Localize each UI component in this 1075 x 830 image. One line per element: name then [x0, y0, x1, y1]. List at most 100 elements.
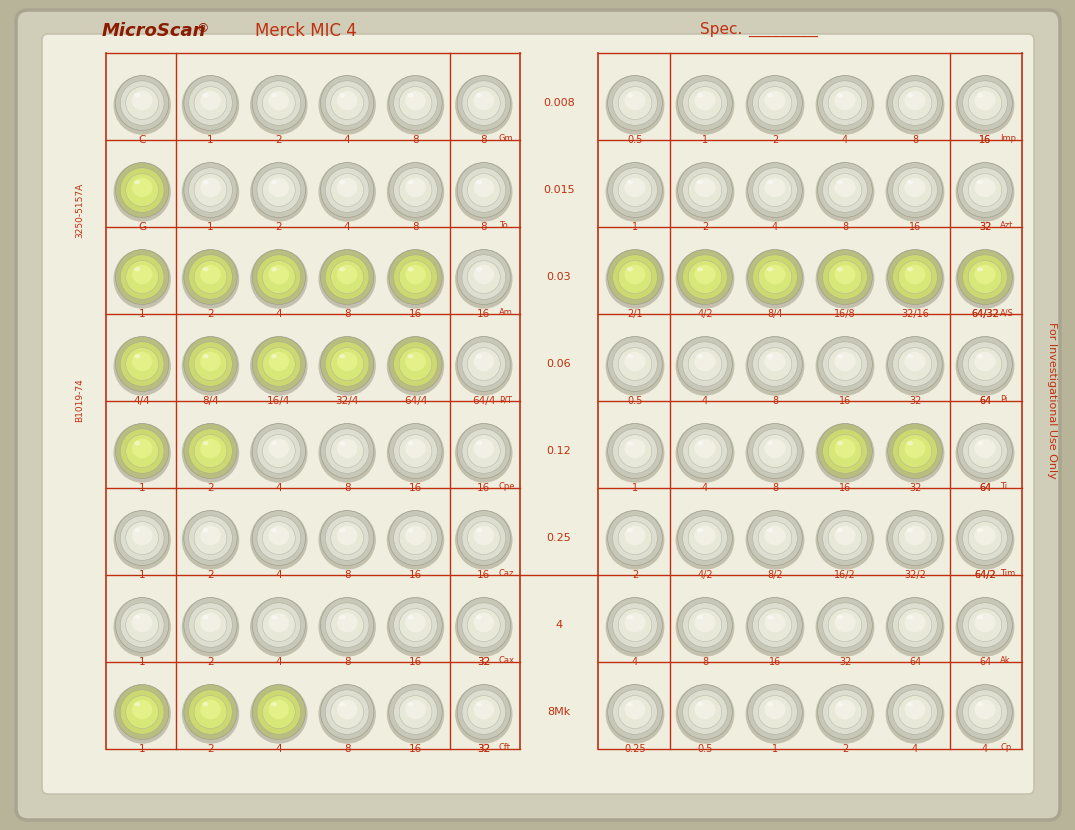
- Ellipse shape: [907, 93, 913, 97]
- Text: 2: 2: [772, 135, 778, 145]
- Ellipse shape: [836, 528, 843, 532]
- Ellipse shape: [907, 615, 913, 619]
- Ellipse shape: [962, 690, 1007, 735]
- Ellipse shape: [834, 439, 856, 458]
- Ellipse shape: [262, 348, 296, 380]
- Ellipse shape: [331, 435, 363, 467]
- Ellipse shape: [200, 613, 220, 632]
- Text: 1: 1: [139, 483, 145, 493]
- Text: 4: 4: [702, 483, 708, 493]
- Text: Cax: Cax: [499, 656, 515, 665]
- Text: 8: 8: [842, 222, 848, 232]
- Ellipse shape: [257, 515, 301, 560]
- Ellipse shape: [455, 684, 513, 744]
- Ellipse shape: [675, 336, 734, 396]
- Ellipse shape: [907, 441, 913, 446]
- Ellipse shape: [904, 700, 926, 720]
- Ellipse shape: [202, 702, 209, 706]
- Ellipse shape: [318, 684, 376, 744]
- Ellipse shape: [688, 86, 721, 120]
- Ellipse shape: [271, 93, 277, 97]
- Ellipse shape: [677, 598, 732, 652]
- Ellipse shape: [340, 354, 345, 359]
- Text: 32: 32: [477, 657, 490, 667]
- Ellipse shape: [200, 178, 220, 198]
- Ellipse shape: [677, 423, 732, 478]
- FancyBboxPatch shape: [42, 34, 1034, 794]
- Text: 4: 4: [772, 222, 778, 232]
- Text: 64/32: 64/32: [971, 309, 999, 319]
- Ellipse shape: [182, 423, 240, 483]
- Ellipse shape: [257, 255, 301, 300]
- Text: 4: 4: [344, 135, 350, 145]
- Text: 8: 8: [772, 483, 778, 493]
- Text: 4: 4: [842, 135, 848, 145]
- Ellipse shape: [605, 76, 664, 134]
- Ellipse shape: [407, 180, 414, 184]
- Ellipse shape: [468, 696, 500, 729]
- Ellipse shape: [746, 162, 804, 222]
- FancyBboxPatch shape: [16, 10, 1060, 820]
- Ellipse shape: [675, 598, 734, 657]
- Ellipse shape: [134, 441, 140, 446]
- Ellipse shape: [393, 690, 438, 735]
- Ellipse shape: [904, 613, 926, 632]
- Ellipse shape: [462, 515, 505, 560]
- Ellipse shape: [126, 86, 159, 120]
- Ellipse shape: [975, 90, 995, 110]
- Ellipse shape: [389, 250, 442, 305]
- Text: For Investigational Use Only: For Investigational Use Only: [1047, 321, 1057, 478]
- Ellipse shape: [899, 435, 932, 467]
- Ellipse shape: [627, 180, 633, 184]
- Ellipse shape: [607, 510, 662, 565]
- Ellipse shape: [818, 510, 872, 565]
- Ellipse shape: [688, 173, 721, 207]
- Ellipse shape: [262, 521, 296, 554]
- Ellipse shape: [969, 521, 1002, 554]
- Ellipse shape: [262, 173, 296, 207]
- Ellipse shape: [975, 526, 995, 545]
- Ellipse shape: [184, 250, 238, 305]
- Ellipse shape: [694, 265, 716, 284]
- Ellipse shape: [476, 93, 482, 97]
- Ellipse shape: [956, 423, 1015, 483]
- Text: 4: 4: [275, 570, 282, 580]
- Ellipse shape: [188, 603, 232, 647]
- Text: 0.5: 0.5: [628, 396, 643, 406]
- Ellipse shape: [399, 521, 432, 554]
- Ellipse shape: [132, 526, 153, 545]
- Ellipse shape: [271, 702, 277, 706]
- Ellipse shape: [132, 178, 153, 198]
- Ellipse shape: [389, 510, 442, 565]
- Ellipse shape: [407, 267, 414, 271]
- Ellipse shape: [822, 342, 868, 386]
- Text: 2: 2: [842, 744, 848, 754]
- Ellipse shape: [387, 510, 444, 569]
- Ellipse shape: [115, 337, 169, 392]
- Ellipse shape: [834, 700, 856, 720]
- Ellipse shape: [816, 162, 874, 222]
- Ellipse shape: [828, 521, 862, 554]
- Ellipse shape: [468, 521, 500, 554]
- Ellipse shape: [899, 696, 932, 729]
- Ellipse shape: [457, 163, 511, 217]
- Ellipse shape: [182, 510, 240, 569]
- Ellipse shape: [888, 423, 943, 478]
- Ellipse shape: [336, 352, 357, 371]
- Text: 16: 16: [979, 135, 991, 145]
- Ellipse shape: [200, 439, 220, 458]
- Ellipse shape: [262, 696, 296, 729]
- Ellipse shape: [886, 76, 945, 134]
- Ellipse shape: [758, 348, 792, 380]
- Ellipse shape: [958, 250, 1013, 305]
- Text: 16: 16: [769, 657, 782, 667]
- Ellipse shape: [694, 178, 716, 198]
- Ellipse shape: [188, 81, 232, 125]
- Ellipse shape: [888, 337, 943, 392]
- Ellipse shape: [476, 441, 482, 446]
- Ellipse shape: [818, 598, 872, 652]
- Ellipse shape: [253, 250, 305, 305]
- Ellipse shape: [250, 336, 307, 396]
- Ellipse shape: [836, 702, 843, 706]
- Ellipse shape: [120, 255, 164, 300]
